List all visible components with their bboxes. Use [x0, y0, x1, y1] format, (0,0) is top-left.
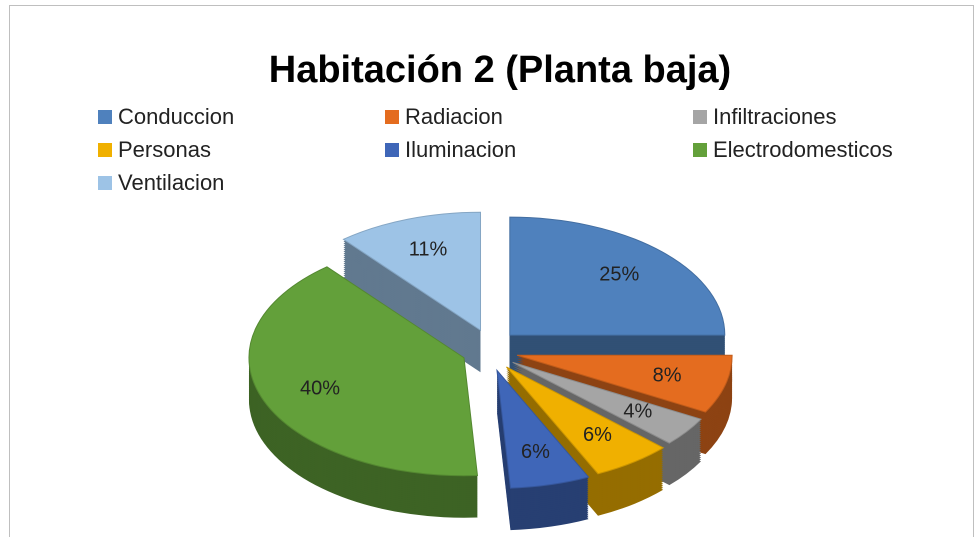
data-label: 40% [300, 377, 340, 399]
legend-label: Ventilacion [118, 170, 224, 195]
legend-label: Conduccion [118, 104, 234, 129]
chart-border [9, 5, 974, 537]
slice [496, 368, 590, 489]
data-label: 11% [409, 239, 448, 261]
slice [342, 211, 482, 332]
data-label: 6% [521, 441, 550, 463]
legend-label: Personas [118, 137, 211, 162]
legend-label: Radiacion [405, 104, 503, 129]
data-label: 6% [583, 424, 612, 446]
legend-swatch [693, 110, 707, 124]
legend-label: Infiltraciones [713, 104, 837, 129]
legend-label: Electrodomesticos [713, 137, 893, 162]
slice [506, 366, 665, 475]
slice [512, 361, 703, 444]
legend-swatch [98, 176, 112, 190]
legend-swatch [693, 143, 707, 157]
legend-swatch [385, 110, 399, 124]
slice [516, 354, 733, 413]
data-label: 25% [599, 263, 639, 285]
legend-swatch [385, 143, 399, 157]
data-label: 4% [623, 401, 652, 423]
legend-label: Iluminacion [405, 137, 516, 162]
legend-swatch [98, 110, 112, 124]
slice [509, 216, 726, 336]
slice [248, 266, 479, 477]
chart-title: Habitación 2 (Planta baja) [269, 49, 731, 91]
data-label: 8% [653, 365, 682, 387]
legend-swatch [98, 143, 112, 157]
